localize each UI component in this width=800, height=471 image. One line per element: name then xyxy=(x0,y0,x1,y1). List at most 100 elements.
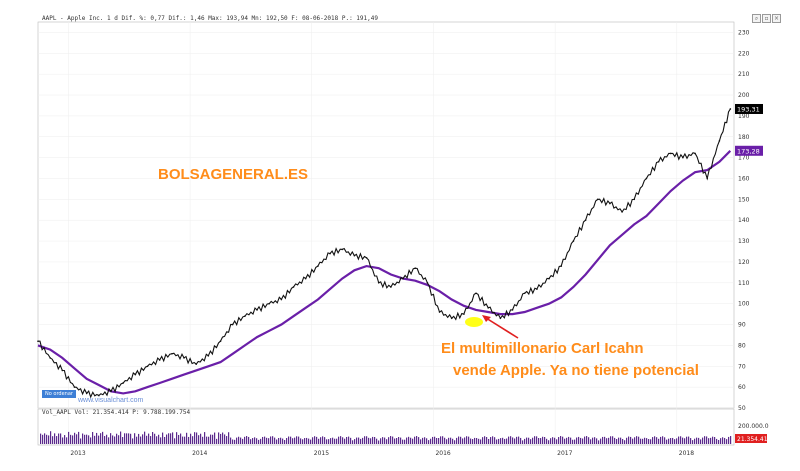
volume-bar xyxy=(444,437,446,444)
volume-bar xyxy=(578,436,580,444)
volume-bar xyxy=(678,436,680,444)
volume-bar xyxy=(120,431,122,444)
volume-bar xyxy=(174,438,176,444)
volume-bar xyxy=(150,436,152,444)
volume-bar xyxy=(698,437,700,444)
volume-bar xyxy=(62,437,64,444)
volume-bar xyxy=(304,438,306,444)
volume-bar xyxy=(132,438,134,444)
price-point xyxy=(158,359,161,361)
volume-bar xyxy=(672,437,674,444)
volume-bar xyxy=(154,433,156,444)
volume-bar xyxy=(268,438,270,444)
volume-bar xyxy=(696,437,698,444)
volume-bar xyxy=(570,437,572,444)
volume-bar xyxy=(222,432,224,444)
volume-bar xyxy=(350,437,352,444)
volume-bar xyxy=(46,434,48,444)
volume-bar xyxy=(516,436,518,444)
volume-bar xyxy=(396,438,398,444)
volume-bar xyxy=(296,436,298,444)
x-tick-label: 2018 xyxy=(679,450,694,457)
volume-bar xyxy=(440,436,442,444)
volume-bar xyxy=(402,439,404,444)
volume-bar xyxy=(692,440,694,444)
volume-bar xyxy=(464,437,466,444)
volume-bar xyxy=(48,435,50,444)
price-point xyxy=(280,298,283,301)
y-tick-label: 100 xyxy=(738,301,750,308)
price-point xyxy=(560,265,563,267)
volume-bar xyxy=(604,436,606,444)
volume-bar xyxy=(600,438,602,444)
price-point xyxy=(98,394,100,397)
volume-bar xyxy=(100,433,102,444)
volume-bar xyxy=(434,436,436,444)
volume-bar xyxy=(274,437,276,444)
volume-bar xyxy=(98,435,100,444)
volume-bar xyxy=(344,438,346,444)
volume-bar xyxy=(140,436,142,444)
volume-bar xyxy=(668,438,670,444)
volume-bar xyxy=(182,436,184,444)
volume-bar xyxy=(656,437,658,444)
volume-bar xyxy=(514,438,516,444)
last-volume-tag-label: 21.354.414 xyxy=(737,436,772,443)
volume-bar xyxy=(690,438,692,444)
volume-bar xyxy=(286,438,288,444)
y-tick-label: 120 xyxy=(738,259,750,266)
x-tick-label: 2014 xyxy=(192,450,207,457)
volume-bar xyxy=(658,438,660,444)
y-tick-label: 190 xyxy=(738,113,750,120)
volume-bar xyxy=(358,437,360,444)
volume-bar xyxy=(552,437,554,444)
price-point xyxy=(256,309,258,311)
volume-bar xyxy=(458,436,460,444)
volume-bar xyxy=(546,438,548,444)
volume-bar xyxy=(162,432,164,444)
volume-bar xyxy=(618,437,620,444)
volume-bar xyxy=(386,439,388,444)
volume-bar xyxy=(432,436,434,444)
volume-bar xyxy=(652,437,654,444)
volume-bar xyxy=(494,437,496,444)
volume-bar xyxy=(272,436,274,444)
volume-bar xyxy=(592,437,594,444)
y-tick-label: 210 xyxy=(738,71,750,78)
volume-bar xyxy=(634,437,636,444)
last-ma-tag xyxy=(735,145,763,156)
volume-bar xyxy=(94,435,96,444)
price-point xyxy=(377,282,380,284)
volume-bar xyxy=(360,438,362,444)
volume-bar xyxy=(576,437,578,444)
volume-bar xyxy=(138,433,140,444)
volume-bar xyxy=(248,436,250,444)
last-price-tag-label: 193,31 xyxy=(737,105,760,113)
volume-bar xyxy=(376,438,378,444)
volume-bar xyxy=(452,438,454,444)
volume-bar xyxy=(426,438,428,444)
volume-bar xyxy=(42,434,44,444)
volume-bar xyxy=(598,440,600,444)
x-tick-label: 2015 xyxy=(314,450,329,457)
volume-bar xyxy=(142,434,144,444)
volume-bar xyxy=(470,438,472,444)
volume-bar xyxy=(216,438,218,444)
volume-bar xyxy=(500,438,502,444)
volume-bar xyxy=(642,438,644,444)
price-point xyxy=(122,382,124,384)
volume-bar xyxy=(548,440,550,444)
volume-bar xyxy=(674,439,676,444)
volume-bar xyxy=(522,440,524,444)
volume-bar xyxy=(256,438,258,444)
price-point xyxy=(694,152,696,155)
volume-bar xyxy=(706,436,708,444)
close-icon[interactable]: × xyxy=(772,14,781,23)
volume-bar xyxy=(194,432,196,444)
y-tick-label: 110 xyxy=(738,280,750,287)
y-tick-label: 150 xyxy=(738,196,750,203)
search-icon[interactable]: ⌕ xyxy=(752,14,761,23)
volume-bar xyxy=(176,432,178,444)
volume-bar xyxy=(536,436,538,444)
restore-icon[interactable]: ▫ xyxy=(762,14,771,23)
